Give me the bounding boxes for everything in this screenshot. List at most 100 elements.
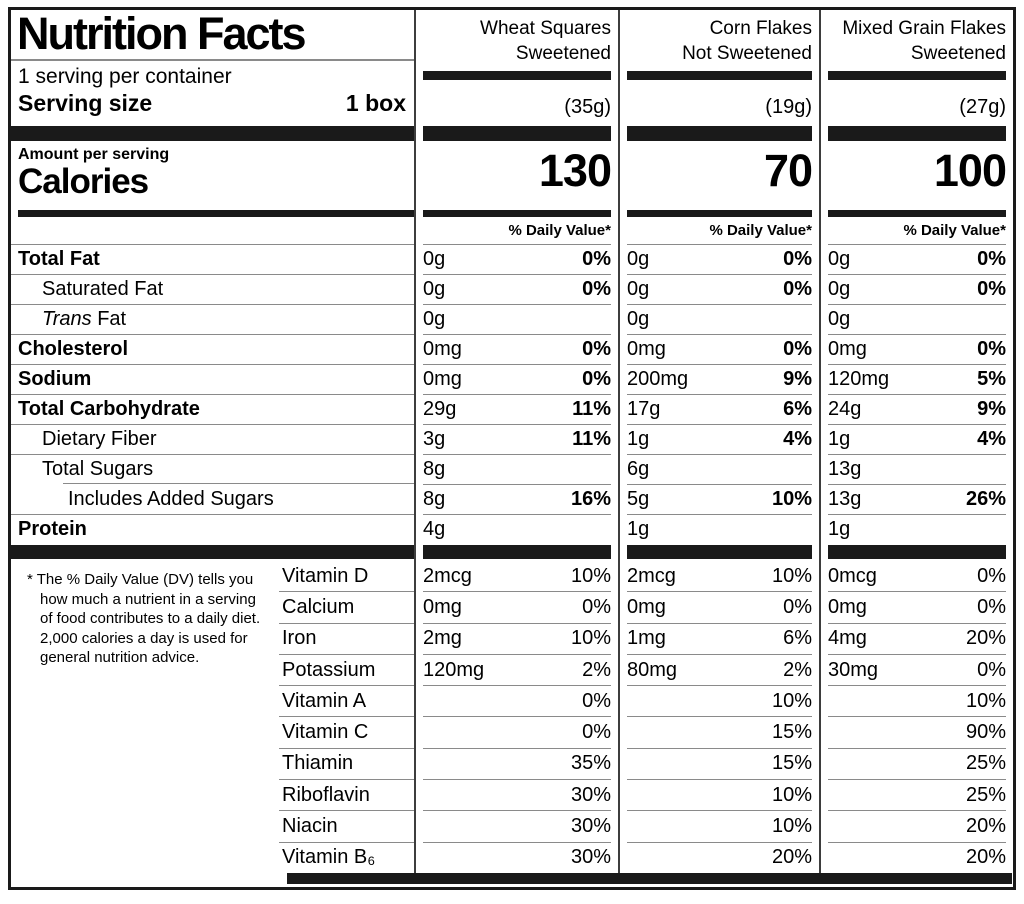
micronutrient-label: Niacin xyxy=(282,815,338,838)
amount: 4g xyxy=(423,517,446,540)
micronutrients-left: * The % Daily Value (DV) tells you how m… xyxy=(11,561,414,873)
bottom-bar-row xyxy=(11,873,1013,887)
daily-value: 0% xyxy=(783,337,812,360)
value-cell: 3g 11% xyxy=(414,424,618,455)
thick-bar xyxy=(828,126,1006,141)
daily-value-header: % Daily Value* xyxy=(423,217,611,245)
page-title: Nutrition Facts xyxy=(17,8,307,59)
row-inner: 29g 11% xyxy=(423,394,611,425)
micronutrients-section: * The % Daily Value (DV) tells you how m… xyxy=(11,561,1013,873)
micronutrient-row: 120mg 2% xyxy=(423,655,611,687)
micronutrient-row: 80mg 2% xyxy=(627,655,812,687)
daily-value: 0% xyxy=(977,595,1006,618)
nutrient-label-cell: Includes Added Sugars xyxy=(11,484,414,515)
medium-bar xyxy=(423,210,611,217)
value-cell: 29g 11% xyxy=(414,394,618,425)
daily-value: 10% xyxy=(771,815,812,838)
value-cell: 200mg 9% xyxy=(618,364,819,395)
value-cell: 0mg 0% xyxy=(414,334,618,365)
nutrient-label: Trans Fat xyxy=(42,308,126,331)
nutrient-label: Sodium xyxy=(18,367,92,390)
amount: 1g xyxy=(828,517,851,540)
row-inner: 1g 4% xyxy=(828,424,1006,455)
micronutrient-row: 0mg 0% xyxy=(828,592,1006,624)
daily-value: 10% xyxy=(771,689,812,712)
value-cell: 1g xyxy=(618,514,819,544)
row-inner: 0mg 0% xyxy=(828,334,1006,365)
calories-value: 100 xyxy=(933,145,1007,196)
daily-value: 30% xyxy=(570,815,611,838)
row-inner: Protein xyxy=(11,514,414,544)
medium-bar xyxy=(18,210,414,217)
micronutrient-row: 20% xyxy=(828,843,1006,873)
micronutrient-row: 10% xyxy=(627,780,812,812)
micronutrient-row: 30mg 0% xyxy=(828,655,1006,687)
daily-value: 10% xyxy=(771,783,812,806)
serving-weight: (35g) xyxy=(564,96,611,118)
daily-value: 20% xyxy=(771,846,812,869)
product-name-line2: Sweetened xyxy=(515,43,611,65)
daily-value: 0% xyxy=(582,337,611,360)
nutrient-label: Total Carbohydrate xyxy=(18,397,200,420)
daily-value: 11% xyxy=(572,397,611,420)
amount: 0mcg xyxy=(828,564,877,587)
separator-cell xyxy=(11,544,414,561)
micronutrient-row: 15% xyxy=(627,717,812,749)
amount: 2mcg xyxy=(423,564,472,587)
micronutrients-col-wheat-squares: 2mcg 10% 0mg 0% 2mg 10% 120mg 2% 0% 0% 35% 3… xyxy=(414,561,618,873)
row-inner: 120mg 5% xyxy=(828,364,1006,395)
micronutrient-values: 2mcg 10% 0mg 0% 2mg 10% 120mg 2% 0% 0% 35% 3… xyxy=(423,561,611,873)
micronutrient-row: 90% xyxy=(828,717,1006,749)
micronutrient-row: Thiamin xyxy=(279,749,414,781)
micronutrient-label: Potassium xyxy=(282,658,376,681)
micronutrient-row: Riboflavin xyxy=(279,780,414,812)
daily-value: 9% xyxy=(783,367,812,390)
value-cell: 4g xyxy=(414,514,618,544)
amount: 0mg xyxy=(423,595,462,618)
amount: 8g xyxy=(423,487,446,510)
calories-cell-wheat-squares: 130 xyxy=(414,141,618,217)
amount: 0mg xyxy=(423,337,462,360)
nutrient-label-cell: Saturated Fat xyxy=(11,274,414,305)
daily-value: 30% xyxy=(570,783,611,806)
daily-value: 25% xyxy=(965,783,1006,806)
row-inner: 13g 26% xyxy=(828,484,1006,515)
nutrient-label: Total Fat xyxy=(18,247,100,270)
row-inner: 1g xyxy=(627,514,812,544)
row-inner: 17g 6% xyxy=(627,394,812,425)
amount: 13g xyxy=(828,487,862,510)
nutrient-label-cell: Total Sugars xyxy=(11,454,414,484)
daily-value: 10% xyxy=(771,487,812,510)
value-cell: 5g 10% xyxy=(618,484,819,515)
amount: 0g xyxy=(627,307,650,330)
nutrient-label-cell: Total Fat xyxy=(11,244,414,275)
row-inner: 0g 0% xyxy=(423,244,611,275)
daily-value: 11% xyxy=(572,427,611,450)
daily-value-header: % Daily Value* xyxy=(627,217,812,245)
calories-cell-mixed-grain-flakes: 100 xyxy=(819,141,1013,217)
thick-bar xyxy=(828,71,1006,81)
value-cell: 0g 0% xyxy=(414,244,618,275)
row-inner: 0g 0% xyxy=(423,274,611,305)
medium-bar xyxy=(627,210,812,217)
value-cell: 0mg 0% xyxy=(414,364,618,395)
nutrient-label: Protein xyxy=(18,517,87,540)
daily-value-header-row: % Daily Value* % Daily Value* % Daily Va… xyxy=(11,217,1013,245)
row-inner: 5g 10% xyxy=(627,484,812,515)
micronutrients-col-corn-flakes: 2mcg 10% 0mg 0% 1mg 6% 80mg 2% 10% 15% 15% 1… xyxy=(618,561,819,873)
micronutrient-row: 10% xyxy=(627,686,812,718)
row-inner: 8g xyxy=(423,454,611,485)
dv-header-cell: % Daily Value* xyxy=(618,217,819,245)
micronutrient-label: Riboflavin xyxy=(282,783,370,806)
row-inner: 24g 9% xyxy=(828,394,1006,425)
value-cell: 1g 4% xyxy=(819,424,1013,455)
nutrient-row-added-sugars: Includes Added Sugars 8g 16% 5g 10% 13g 26% xyxy=(11,484,1013,515)
amount: 0g xyxy=(627,277,650,300)
micronutrient-label: Vitamin A xyxy=(282,689,367,712)
daily-value: 15% xyxy=(771,752,812,775)
micronutrient-row: 4mg 20% xyxy=(828,624,1006,655)
thick-bar xyxy=(627,71,812,81)
footnote: * The % Daily Value (DV) tells you how m… xyxy=(27,571,261,666)
row-inner: 13g xyxy=(828,454,1006,485)
daily-value: 6% xyxy=(783,627,812,650)
